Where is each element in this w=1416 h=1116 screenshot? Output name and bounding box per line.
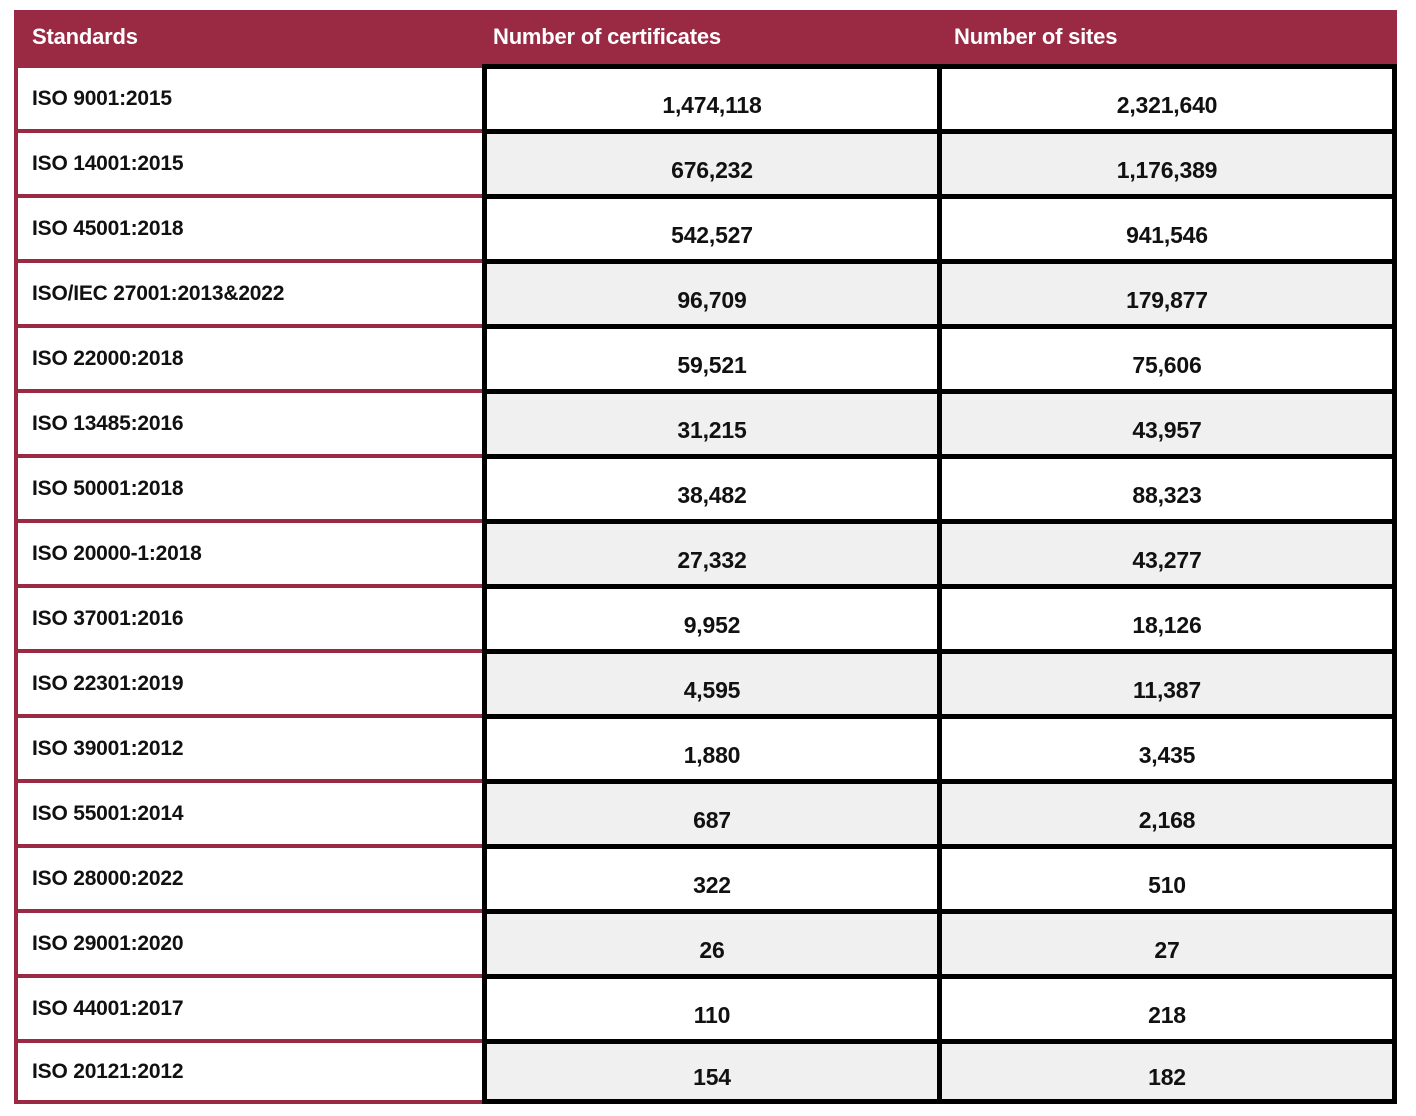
standard-cell: ISO 9001:2015: [14, 64, 482, 129]
table-row: ISO 20000-1:2018 27,332 43,277: [14, 519, 1397, 584]
sites-cell: 510: [937, 844, 1397, 909]
standard-cell: ISO 13485:2016: [14, 389, 482, 454]
certificates-cell: 1,880: [482, 714, 937, 779]
sites-cell: 1,176,389: [937, 129, 1397, 194]
column-header-certificates: Number of certificates: [493, 24, 721, 49]
sites-cell: 941,546: [937, 194, 1397, 259]
sites-cell: 11,387: [937, 649, 1397, 714]
table-row: ISO 14001:2015 676,232 1,176,389: [14, 129, 1397, 194]
standard-cell: ISO 50001:2018: [14, 454, 482, 519]
column-header-sites: Number of sites: [954, 24, 1118, 49]
standard-cell: ISO 37001:2016: [14, 584, 482, 649]
sites-cell: 2,321,640: [937, 64, 1397, 129]
certificates-cell: 4,595: [482, 649, 937, 714]
certificates-cell: 542,527: [482, 194, 937, 259]
standard-cell: ISO 20000-1:2018: [14, 519, 482, 584]
standard-cell: ISO 28000:2022: [14, 844, 482, 909]
standard-cell: ISO 39001:2012: [14, 714, 482, 779]
table-row: ISO 45001:2018 542,527 941,546: [14, 194, 1397, 259]
table-row: ISO 20121:2012 154 182: [14, 1039, 1397, 1104]
certificates-cell: 26: [482, 909, 937, 974]
table-row: ISO 28000:2022 322 510: [14, 844, 1397, 909]
certificates-cell: 676,232: [482, 129, 937, 194]
sites-cell: 2,168: [937, 779, 1397, 844]
standard-cell: ISO 14001:2015: [14, 129, 482, 194]
certificates-cell: 322: [482, 844, 937, 909]
sites-cell: 18,126: [937, 584, 1397, 649]
certificates-cell: 1,474,118: [482, 64, 937, 129]
table-row: ISO 39001:2012 1,880 3,435: [14, 714, 1397, 779]
standard-cell: ISO 29001:2020: [14, 909, 482, 974]
table-row: ISO 29001:2020 26 27: [14, 909, 1397, 974]
standard-cell: ISO 20121:2012: [14, 1039, 482, 1104]
certificates-cell: 154: [482, 1039, 937, 1104]
certificates-cell: 31,215: [482, 389, 937, 454]
standard-cell: ISO 45001:2018: [14, 194, 482, 259]
sites-cell: 179,877: [937, 259, 1397, 324]
certificates-cell: 59,521: [482, 324, 937, 389]
iso-survey-table: Standards Number of certificates Number …: [14, 10, 1397, 1104]
standard-cell: ISO 55001:2014: [14, 779, 482, 844]
sites-cell: 75,606: [937, 324, 1397, 389]
sites-cell: 43,277: [937, 519, 1397, 584]
table-row: ISO 9001:2015 1,474,118 2,321,640: [14, 64, 1397, 129]
certificates-cell: 9,952: [482, 584, 937, 649]
certificates-cell: 38,482: [482, 454, 937, 519]
standard-cell: ISO 22301:2019: [14, 649, 482, 714]
table-row: ISO 44001:2017 110 218: [14, 974, 1397, 1039]
standard-cell: ISO 44001:2017: [14, 974, 482, 1039]
sites-cell: 43,957: [937, 389, 1397, 454]
table-body: ISO 9001:2015 1,474,118 2,321,640 ISO 14…: [14, 64, 1397, 1104]
table-row: ISO 37001:2016 9,952 18,126: [14, 584, 1397, 649]
table-row: ISO 50001:2018 38,482 88,323: [14, 454, 1397, 519]
table-header-row: Standards Number of certificates Number …: [14, 10, 1397, 64]
column-header-standards: Standards: [32, 24, 138, 49]
table-row: ISO 13485:2016 31,215 43,957: [14, 389, 1397, 454]
sites-cell: 27: [937, 909, 1397, 974]
sites-cell: 3,435: [937, 714, 1397, 779]
table-row: ISO 55001:2014 687 2,168: [14, 779, 1397, 844]
certificates-cell: 27,332: [482, 519, 937, 584]
table-row: ISO 22301:2019 4,595 11,387: [14, 649, 1397, 714]
standard-cell: ISO/IEC 27001:2013&2022: [14, 259, 482, 324]
sites-cell: 182: [937, 1039, 1397, 1104]
certificates-cell: 96,709: [482, 259, 937, 324]
standard-cell: ISO 22000:2018: [14, 324, 482, 389]
certificates-cell: 687: [482, 779, 937, 844]
sites-cell: 218: [937, 974, 1397, 1039]
table-row: ISO 22000:2018 59,521 75,606: [14, 324, 1397, 389]
certificates-cell: 110: [482, 974, 937, 1039]
sites-cell: 88,323: [937, 454, 1397, 519]
table-row: ISO/IEC 27001:2013&2022 96,709 179,877: [14, 259, 1397, 324]
